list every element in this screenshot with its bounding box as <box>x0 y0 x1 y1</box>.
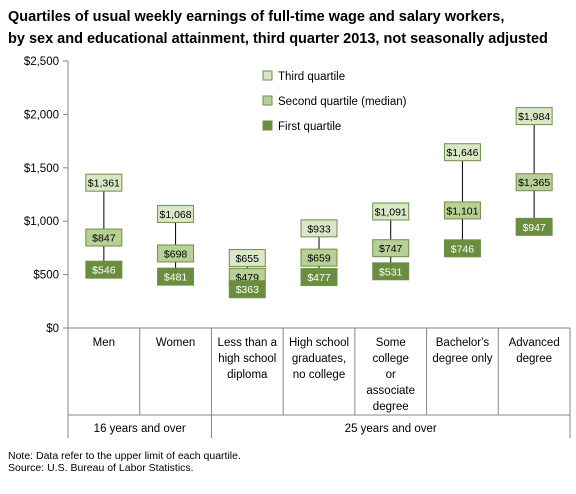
first-quartile-value-label: $746 <box>451 243 475 255</box>
x-category-label: college <box>372 353 408 365</box>
x-category-label: Less than a <box>218 337 278 349</box>
second-quartile-value-label: $1,365 <box>518 177 550 189</box>
chart-title: Quartiles of usual weekly earnings of fu… <box>8 6 568 50</box>
x-category-label: Men <box>93 337 115 349</box>
first-quartile-marker <box>157 267 195 286</box>
third-quartile-value-label: $655 <box>236 253 260 265</box>
first-quartile-value-label: $481 <box>164 272 188 284</box>
third-quartile-marker <box>300 219 338 238</box>
legend-swatch-third-quartile <box>262 70 273 81</box>
x-category-label: or <box>386 369 396 381</box>
second-quartile-marker <box>157 244 195 263</box>
x-group-label: 25 years and over <box>345 423 437 435</box>
y-tick-label: $2,500 <box>24 56 59 68</box>
second-quartile-value-label: $698 <box>164 248 188 260</box>
second-quartile-value-label: $659 <box>307 253 331 265</box>
legend-swatch-second-quartile <box>262 95 273 106</box>
third-quartile-marker <box>372 202 410 221</box>
y-tick-label: $1,500 <box>24 163 59 175</box>
x-category-label: diploma <box>227 369 268 381</box>
x-category-label: degree <box>516 353 552 365</box>
third-quartile-marker <box>228 249 266 268</box>
x-category-label: Women <box>156 337 195 349</box>
x-category-label: high school <box>218 353 276 365</box>
y-tick-label: $500 <box>33 270 59 282</box>
source-text: Source: U.S. Bureau of Labor Statistics. <box>8 462 194 474</box>
legend-swatch-first-quartile <box>262 120 273 131</box>
first-quartile-value-label: $531 <box>379 266 403 278</box>
first-quartile-marker <box>85 260 123 279</box>
legend-label-second-quartile: Second quartile (median) <box>278 96 407 108</box>
first-quartile-value-label: $546 <box>92 265 116 277</box>
second-quartile-marker <box>85 228 123 247</box>
chart-title-line2: by sex and educational attainment, third… <box>8 31 548 47</box>
first-quartile-marker <box>443 239 481 258</box>
first-quartile-marker <box>515 217 553 236</box>
legend-label-first-quartile: First quartile <box>278 121 341 133</box>
x-category-label: no college <box>293 369 345 381</box>
x-category-label: Advanced <box>509 337 560 349</box>
legend-label-third-quartile: Third quartile <box>278 71 345 83</box>
first-quartile-value-label: $477 <box>307 272 331 284</box>
third-quartile-value-label: $1,984 <box>518 111 550 123</box>
note-text: Note: Data refer to the upper limit of e… <box>8 450 241 462</box>
second-quartile-marker <box>372 239 410 258</box>
first-quartile-marker <box>228 280 266 299</box>
second-quartile-marker <box>515 173 553 192</box>
third-quartile-marker <box>515 107 553 126</box>
x-category-label: Some <box>376 337 406 349</box>
third-quartile-value-label: $1,068 <box>160 209 192 221</box>
y-tick-label: $2,000 <box>24 109 59 121</box>
third-quartile-value-label: $1,646 <box>446 147 478 159</box>
x-category-label: High school <box>289 337 349 349</box>
chart-title-line1: Quartiles of usual weekly earnings of fu… <box>8 9 505 25</box>
x-category-label: degree only <box>432 353 492 365</box>
y-tick-label: $1,000 <box>24 216 59 228</box>
first-quartile-value-label: $947 <box>522 222 546 234</box>
second-quartile-marker <box>443 201 481 220</box>
second-quartile-value-label: $747 <box>379 243 403 255</box>
x-category-label: Bachelor's <box>436 337 490 349</box>
x-category-label: degree <box>373 401 409 413</box>
third-quartile-value-label: $933 <box>307 223 331 235</box>
chart-notes: Note: Data refer to the upper limit of e… <box>8 450 241 474</box>
third-quartile-value-label: $1,361 <box>88 178 120 190</box>
third-quartile-value-label: $1,091 <box>375 206 407 218</box>
x-category-label: associate <box>366 385 415 397</box>
third-quartile-marker <box>157 204 195 223</box>
x-category-label: graduates, <box>292 353 346 365</box>
first-quartile-value-label: $363 <box>236 284 260 296</box>
third-quartile-marker <box>443 143 481 162</box>
x-group-label: 16 years and over <box>94 423 186 435</box>
third-quartile-marker <box>85 173 123 192</box>
second-quartile-marker <box>300 248 338 267</box>
first-quartile-marker <box>372 262 410 281</box>
y-tick-label: $0 <box>46 323 59 335</box>
second-quartile-value-label: $1,101 <box>446 205 478 217</box>
first-quartile-marker <box>300 268 338 287</box>
second-quartile-value-label: $847 <box>92 233 116 245</box>
